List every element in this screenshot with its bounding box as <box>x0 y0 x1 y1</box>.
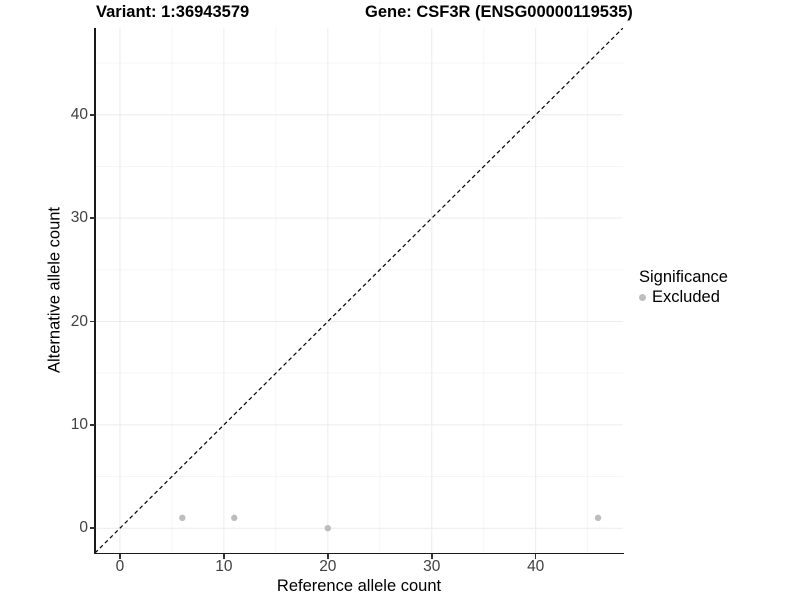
x-tick-label: 20 <box>319 558 337 575</box>
x-tick-mark <box>534 554 537 559</box>
x-tick-mark <box>119 554 121 559</box>
legend-title: Significance <box>639 268 728 286</box>
legend-item-label: Excluded <box>652 287 720 306</box>
y-tick-mark <box>90 424 95 426</box>
x-axis-title: Reference allele count <box>276 577 442 595</box>
data-point <box>594 514 602 522</box>
x-tick-label: 10 <box>215 558 233 575</box>
y-tick-mark <box>90 320 95 323</box>
data-point <box>179 514 186 522</box>
y-axis-line <box>94 28 96 554</box>
legend: Significance Excluded <box>638 268 728 307</box>
legend-key-dot-icon <box>639 293 646 301</box>
variant-title: Variant: 1:36943579 <box>96 3 250 21</box>
plot-panel <box>95 28 623 553</box>
y-tick-mark <box>90 114 95 116</box>
data-point <box>324 524 332 532</box>
x-tick-label: 40 <box>527 558 545 575</box>
y-tick-label: 40 <box>70 105 88 123</box>
y-tick-label: 10 <box>70 415 88 433</box>
x-tick-mark <box>223 554 225 559</box>
y-tick-mark <box>90 217 95 219</box>
y-tick-label: 0 <box>79 519 88 537</box>
legend-item: Excluded <box>638 287 728 307</box>
identity-line <box>95 28 623 553</box>
gene-title: Gene: CSF3R (ENSG00000119535) <box>365 3 633 21</box>
data-point <box>231 514 238 522</box>
y-tick-label: 30 <box>70 209 88 227</box>
x-tick-label: 30 <box>423 558 441 575</box>
x-tick-label: 0 <box>115 558 125 575</box>
legend-items: Excluded <box>638 287 728 307</box>
x-axis-line <box>94 552 624 554</box>
x-tick-mark <box>431 554 433 559</box>
y-axis-title: Alternative allele count <box>45 206 64 374</box>
y-tick-label: 20 <box>70 312 88 330</box>
x-tick-mark <box>327 554 329 559</box>
y-tick-mark <box>90 527 95 529</box>
